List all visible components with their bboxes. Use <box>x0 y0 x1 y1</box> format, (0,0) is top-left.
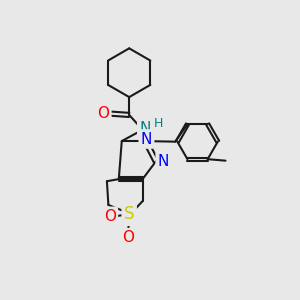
Text: H: H <box>153 117 163 130</box>
Text: N: N <box>158 154 169 169</box>
Text: N: N <box>141 131 152 146</box>
Text: N: N <box>139 121 151 136</box>
Text: O: O <box>122 230 134 245</box>
Text: O: O <box>104 209 116 224</box>
Text: O: O <box>97 106 109 121</box>
Text: S: S <box>124 206 134 224</box>
